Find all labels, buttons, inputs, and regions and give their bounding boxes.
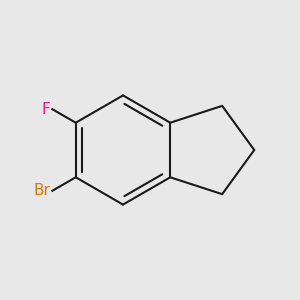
Text: Br: Br <box>33 183 50 198</box>
Text: F: F <box>41 102 50 117</box>
